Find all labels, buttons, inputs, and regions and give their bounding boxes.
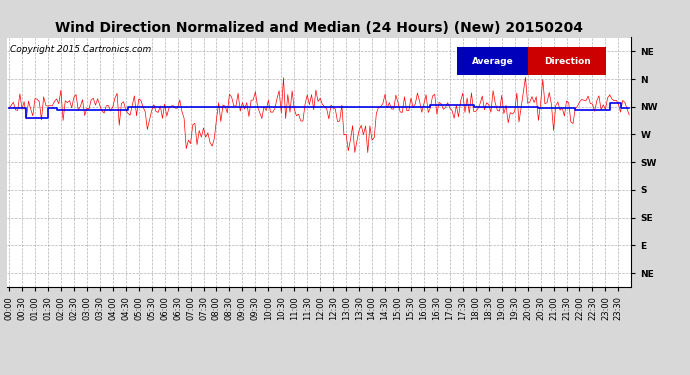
Text: Direction: Direction xyxy=(544,57,591,66)
Text: Average: Average xyxy=(471,57,513,66)
Title: Wind Direction Normalized and Median (24 Hours) (New) 20150204: Wind Direction Normalized and Median (24… xyxy=(55,21,583,35)
FancyBboxPatch shape xyxy=(529,48,607,75)
Text: Copyright 2015 Cartronics.com: Copyright 2015 Cartronics.com xyxy=(10,45,151,54)
FancyBboxPatch shape xyxy=(457,48,529,75)
